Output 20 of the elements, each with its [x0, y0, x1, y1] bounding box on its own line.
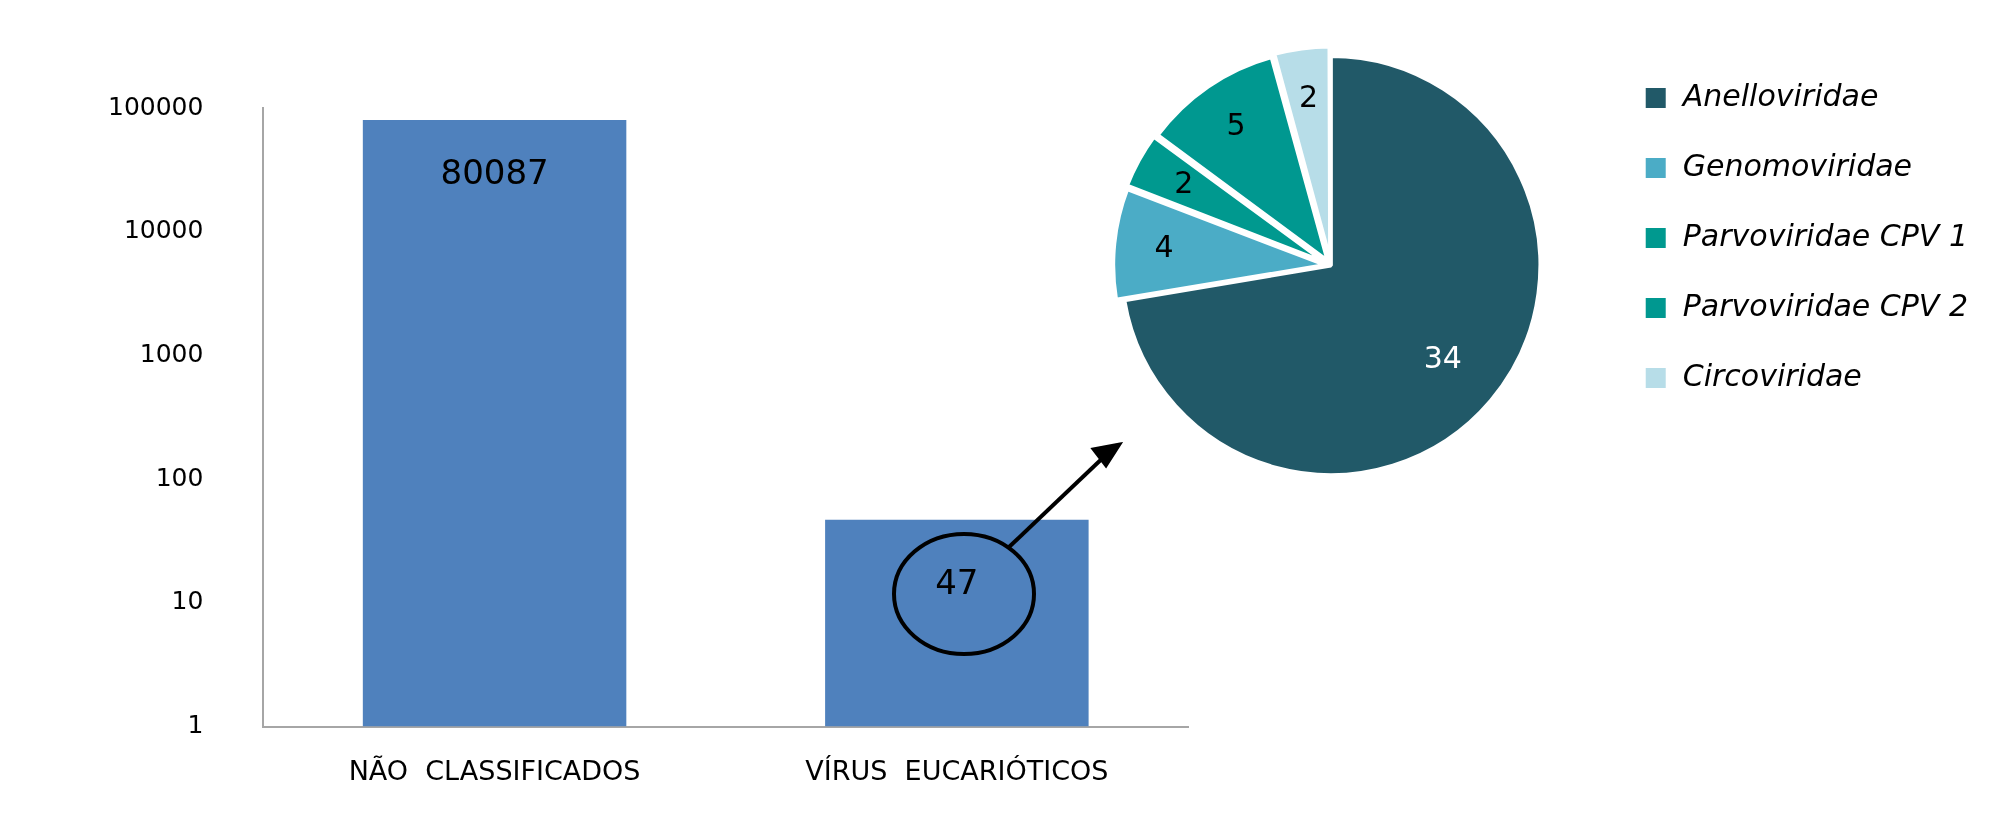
- data-label: 34: [1423, 339, 1462, 375]
- data-label: 4: [1154, 228, 1174, 264]
- legend-label: Circoviridae: [1682, 357, 1862, 393]
- x-tick-label: VÍRUS EUCARIÓTICOS: [805, 754, 1109, 786]
- y-tick-label: 100000: [108, 91, 204, 121]
- data-label: 5: [1226, 107, 1246, 143]
- x-tick-label: NÃO CLASSIFICADOS: [348, 754, 641, 786]
- y-tick-label: 1: [187, 710, 204, 740]
- data-label: 2: [1174, 164, 1194, 200]
- y-tick-label: 100: [155, 462, 204, 492]
- legend-label: Genomoviridae: [1682, 147, 1913, 183]
- y-tick-label: 10: [171, 586, 204, 616]
- legend-label: Parvoviridae CPV 2: [1682, 287, 1968, 323]
- legend-label: Parvoviridae CPV 1: [1682, 217, 1968, 253]
- data-label: 47: [935, 561, 979, 602]
- legend-label: Anelloviridae: [1680, 77, 1879, 113]
- data-label: 80087: [440, 151, 549, 192]
- y-tick-label: 1000: [139, 338, 204, 368]
- data-label: 2: [1298, 79, 1319, 115]
- y-tick-label: 10000: [123, 215, 204, 245]
